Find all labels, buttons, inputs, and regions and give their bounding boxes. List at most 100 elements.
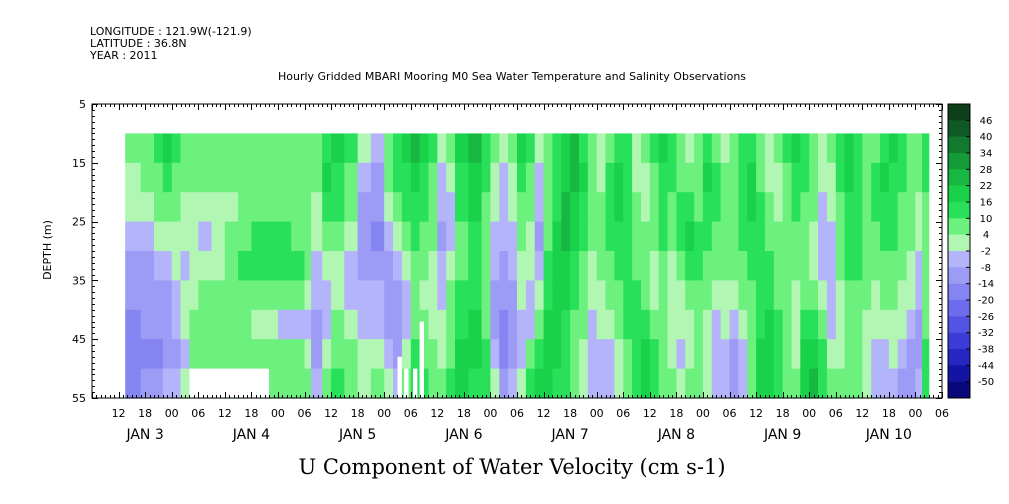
- heatmap-cell: [154, 309, 164, 340]
- heatmap-cell: [171, 221, 182, 252]
- heatmap-cell: [685, 251, 695, 281]
- heatmap-cell: [711, 162, 722, 193]
- heatmap-cell: [468, 162, 483, 193]
- heatmap-cell: [623, 280, 633, 311]
- heatmap-cell: [579, 221, 589, 252]
- heatmap-cell: [922, 280, 930, 311]
- heatmap-cell: [800, 280, 810, 311]
- heatmap-cell: [711, 133, 722, 164]
- heatmap-cell: [906, 221, 917, 252]
- heatmap-cell: [410, 251, 421, 281]
- heatmap-cell: [862, 309, 872, 340]
- heatmap-cell: [238, 339, 252, 370]
- heatmap-cell: [773, 162, 784, 193]
- heatmap-cell: [702, 368, 713, 399]
- heatmap-cell: [154, 368, 164, 399]
- heatmap-cell: [880, 280, 890, 311]
- heatmap-cell: [291, 339, 306, 370]
- heatmap-cell: [862, 368, 872, 399]
- heatmap-cell: [224, 280, 239, 311]
- heatmap-cell: [322, 309, 332, 340]
- heatmap-cell: [189, 309, 199, 340]
- heatmap-cell: [277, 133, 292, 164]
- heatmap-cell: [180, 280, 190, 311]
- colorbar-label: 40: [980, 132, 993, 143]
- heatmap-cell: [552, 192, 562, 223]
- heatmap-cell: [888, 221, 899, 252]
- heatmap-cell: [508, 162, 518, 193]
- heatmap-cell: [189, 251, 199, 281]
- heatmap-cell: [534, 192, 545, 223]
- y-tick-label: 15: [72, 157, 86, 170]
- heatmap-cell: [140, 339, 155, 370]
- heatmap-cell: [517, 339, 527, 370]
- heatmap-cell: [667, 162, 677, 193]
- heatmap-cell: [747, 309, 757, 340]
- heatmap-cell: [401, 221, 412, 252]
- heatmap-cell: [756, 133, 766, 164]
- heatmap-cell: [818, 221, 828, 252]
- heatmap-cell: [370, 368, 385, 399]
- x-hour-label: 00: [696, 407, 710, 420]
- x-hour-label: 06: [829, 407, 843, 420]
- heatmap-cell: [264, 280, 279, 311]
- heatmap-cell: [154, 133, 164, 164]
- heatmap-cell: [676, 368, 686, 399]
- heatmap-cell: [419, 133, 430, 164]
- heatmap-cell: [401, 280, 412, 311]
- colorbar-label: -32: [978, 328, 994, 339]
- heatmap-cell: [685, 368, 695, 399]
- heatmap-cell: [446, 280, 456, 311]
- heatmap-cell: [897, 368, 908, 399]
- heatmap-cell: [481, 192, 492, 223]
- heatmap-cell: [428, 280, 438, 311]
- heatmap-cell: [344, 192, 359, 223]
- heatmap-cell: [490, 192, 500, 223]
- heatmap-cell: [331, 339, 345, 370]
- y-tick-label: 45: [72, 333, 86, 346]
- heatmap-cell: [570, 339, 580, 370]
- heatmap-cell: [915, 221, 923, 252]
- heatmap-cell: [729, 251, 739, 281]
- heatmap-cell: [587, 368, 598, 399]
- heatmap-cell: [738, 368, 748, 399]
- heatmap-cell: [729, 192, 739, 223]
- missing-region: [419, 321, 424, 398]
- heatmap-cell: [419, 251, 430, 281]
- heatmap-cell: [915, 251, 923, 281]
- heatmap-cell: [782, 162, 793, 193]
- heatmap-cell: [694, 368, 704, 399]
- heatmap-cell: [401, 162, 412, 193]
- heatmap-cell: [614, 221, 624, 252]
- y-tick-label: 35: [72, 274, 86, 287]
- heatmap-cell: [773, 251, 784, 281]
- heatmap-cell: [561, 339, 571, 370]
- heatmap-cell: [125, 251, 142, 281]
- colorbar-swatch: [948, 185, 970, 203]
- heatmap-cell: [481, 133, 492, 164]
- heatmap-cell: [888, 133, 899, 164]
- heatmap-cell: [853, 221, 863, 252]
- heatmap-cell: [888, 368, 899, 399]
- heatmap-cell: [140, 251, 155, 281]
- colorbar-label: 46: [980, 116, 993, 127]
- heatmap-cell: [446, 192, 456, 223]
- heatmap-cell: [809, 368, 819, 399]
- x-date-label: JAN 9: [763, 427, 801, 443]
- heatmap-cell: [468, 280, 483, 311]
- heatmap-cell: [853, 309, 863, 340]
- heatmap-cell: [596, 221, 607, 252]
- colorbar-swatch: [948, 218, 970, 235]
- heatmap-cell: [809, 162, 819, 193]
- heatmap-cell: [561, 221, 571, 252]
- heatmap-cell: [729, 162, 739, 193]
- heatmap-cell: [658, 280, 669, 311]
- heatmap-cell: [534, 309, 545, 340]
- heatmap-cell: [649, 162, 660, 193]
- heatmap-cell: [357, 251, 372, 281]
- heatmap-cell: [311, 309, 323, 340]
- x-hour-label: 18: [138, 407, 152, 420]
- heatmap-cell: [370, 162, 385, 193]
- heatmap-cell: [224, 162, 239, 193]
- heatmap-cell: [676, 162, 686, 193]
